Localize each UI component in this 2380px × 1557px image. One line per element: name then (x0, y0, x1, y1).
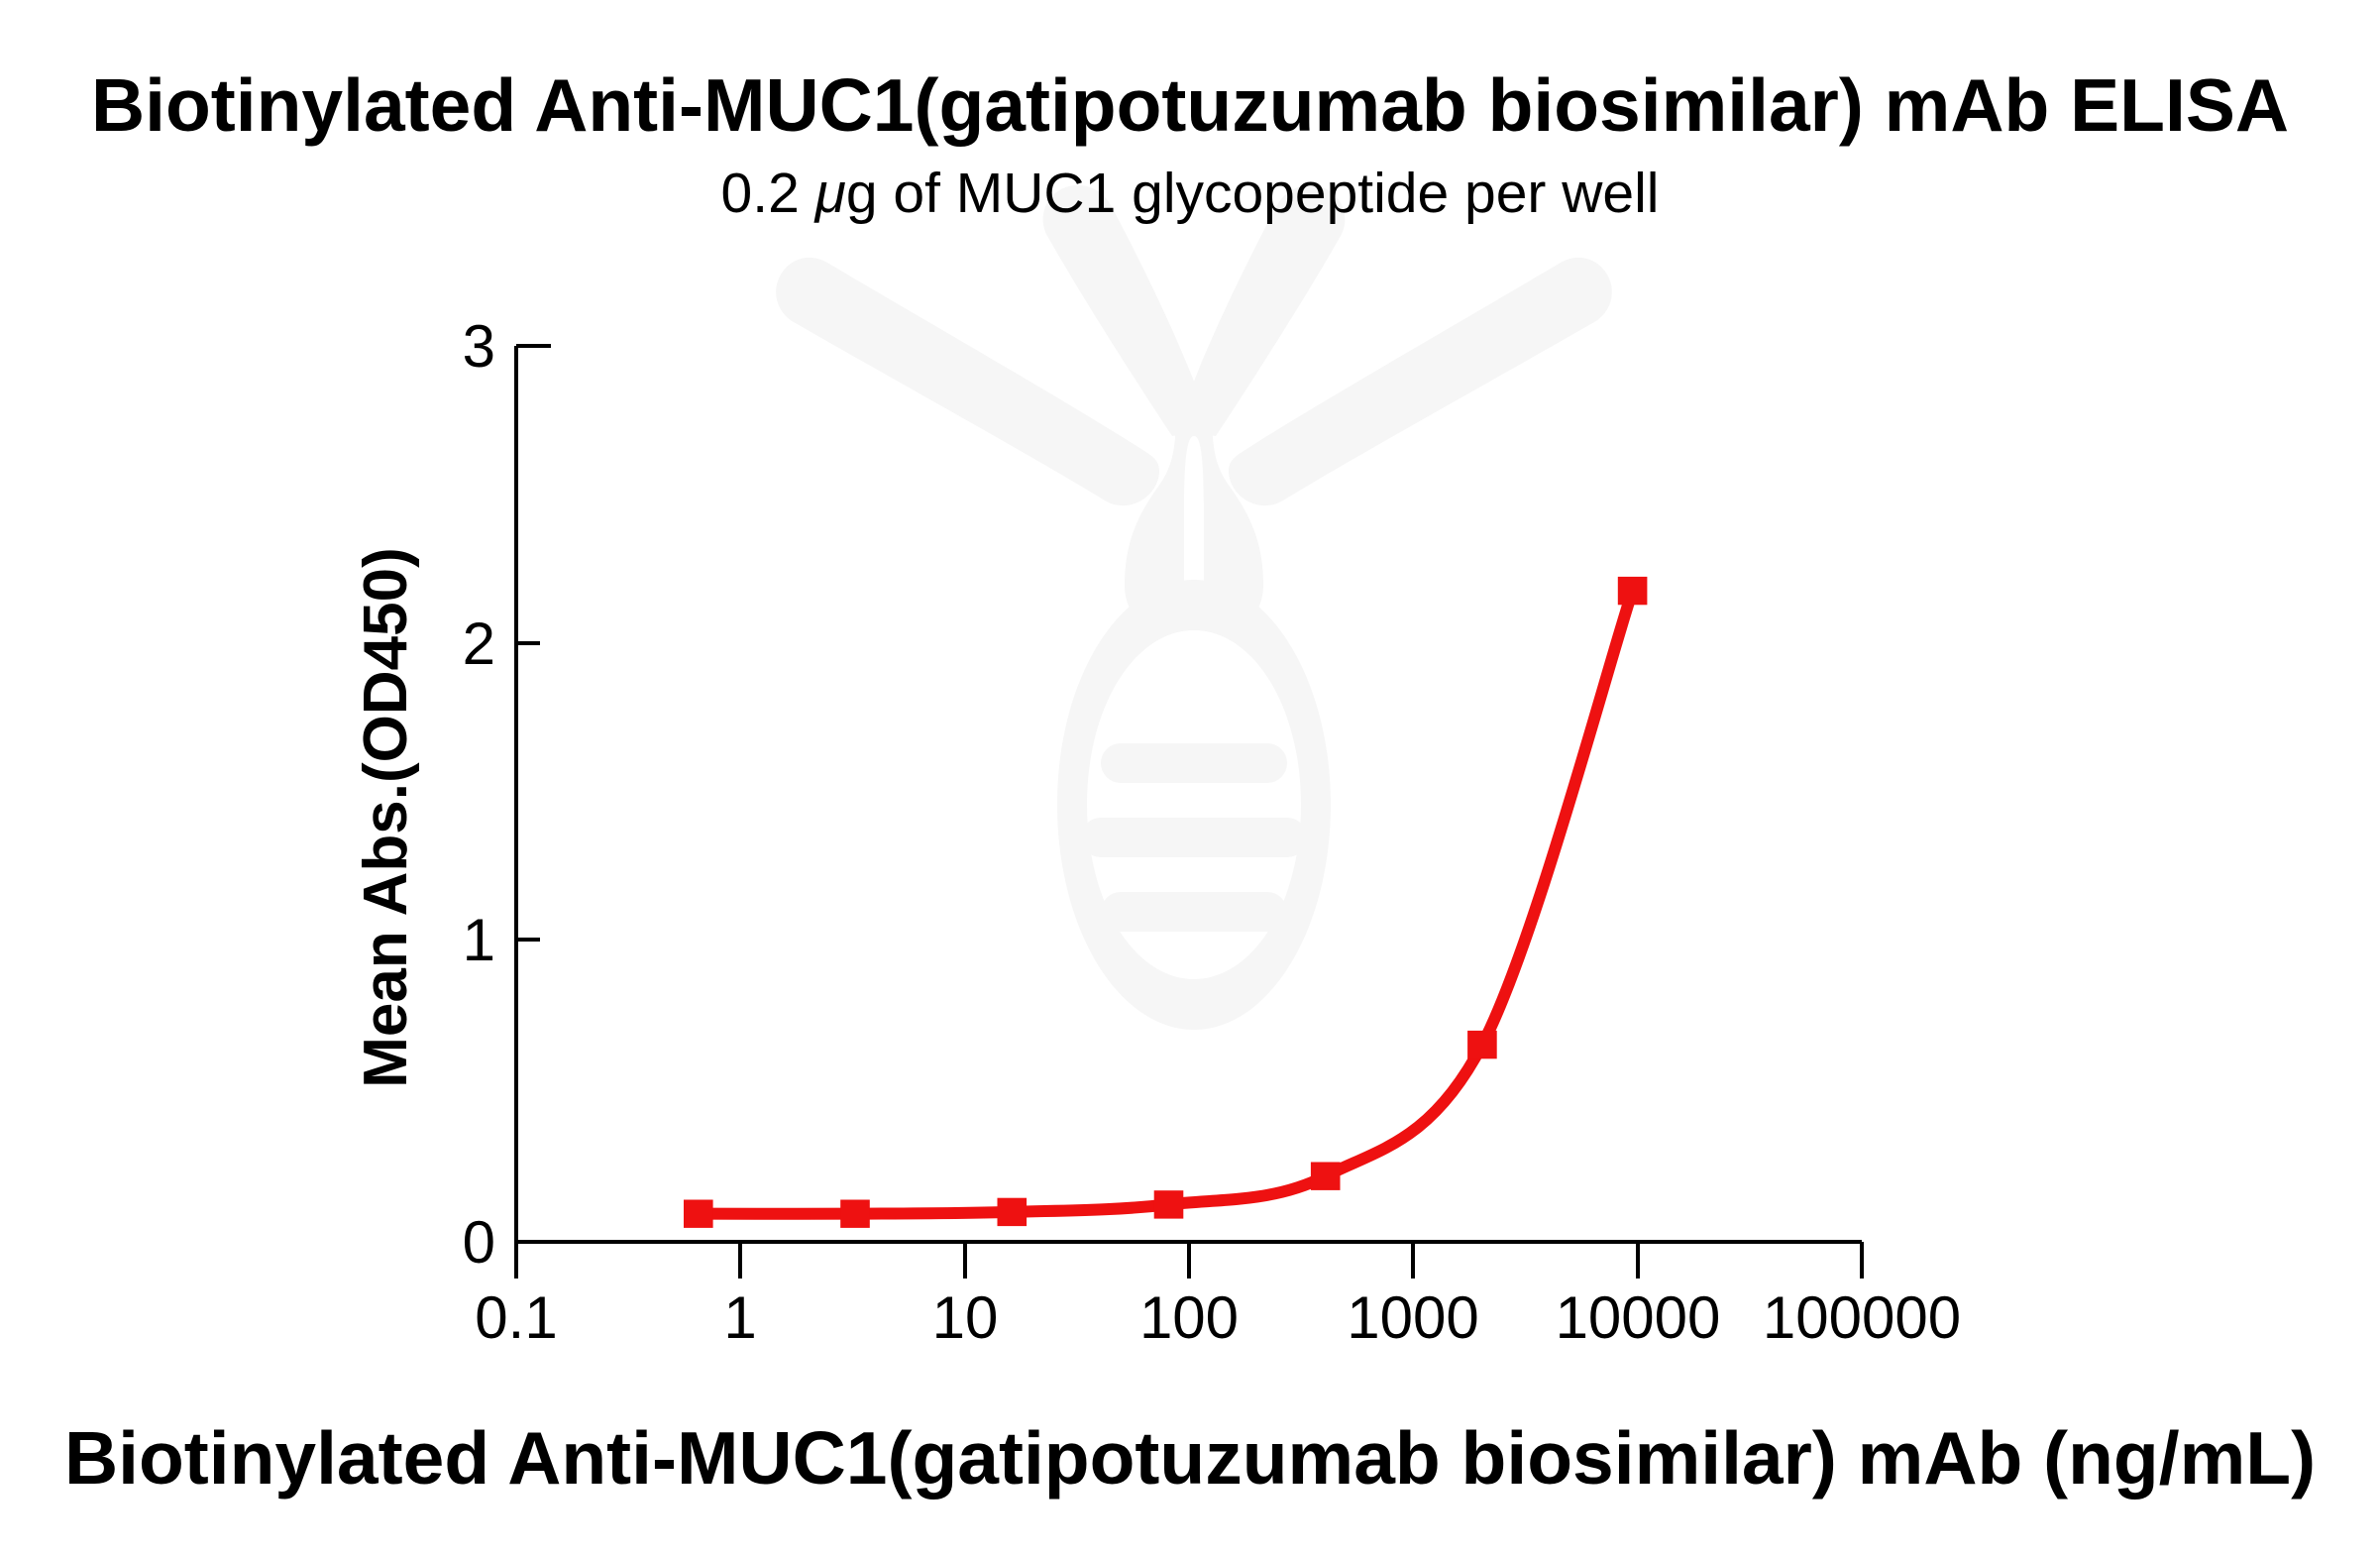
svg-text:100000: 100000 (1763, 1284, 1961, 1351)
svg-text:Mean Abs.(OD450): Mean Abs.(OD450) (352, 547, 420, 1088)
svg-text:Biotinylated Anti-MUC1(gatipot: Biotinylated Anti-MUC1(gatipotuzumab bio… (64, 1416, 2316, 1500)
svg-text:1000: 1000 (1347, 1284, 1478, 1351)
svg-text:1: 1 (723, 1284, 756, 1351)
svg-text:1: 1 (463, 907, 495, 973)
svg-text:Biotinylated Anti-MUC1(gatipot: Biotinylated Anti-MUC1(gatipotuzumab bio… (91, 63, 2289, 147)
svg-text:2: 2 (463, 611, 495, 677)
svg-text:10: 10 (932, 1284, 999, 1351)
svg-text:100: 100 (1139, 1284, 1239, 1351)
svg-text:3: 3 (463, 313, 495, 380)
svg-text:0: 0 (463, 1209, 495, 1276)
svg-text:10000: 10000 (1556, 1284, 1721, 1351)
svg-text:0.1: 0.1 (475, 1284, 557, 1351)
svg-text:0.2 μg of MUC1 glycopeptide pe: 0.2 μg of MUC1 glycopeptide per well (721, 162, 1660, 225)
